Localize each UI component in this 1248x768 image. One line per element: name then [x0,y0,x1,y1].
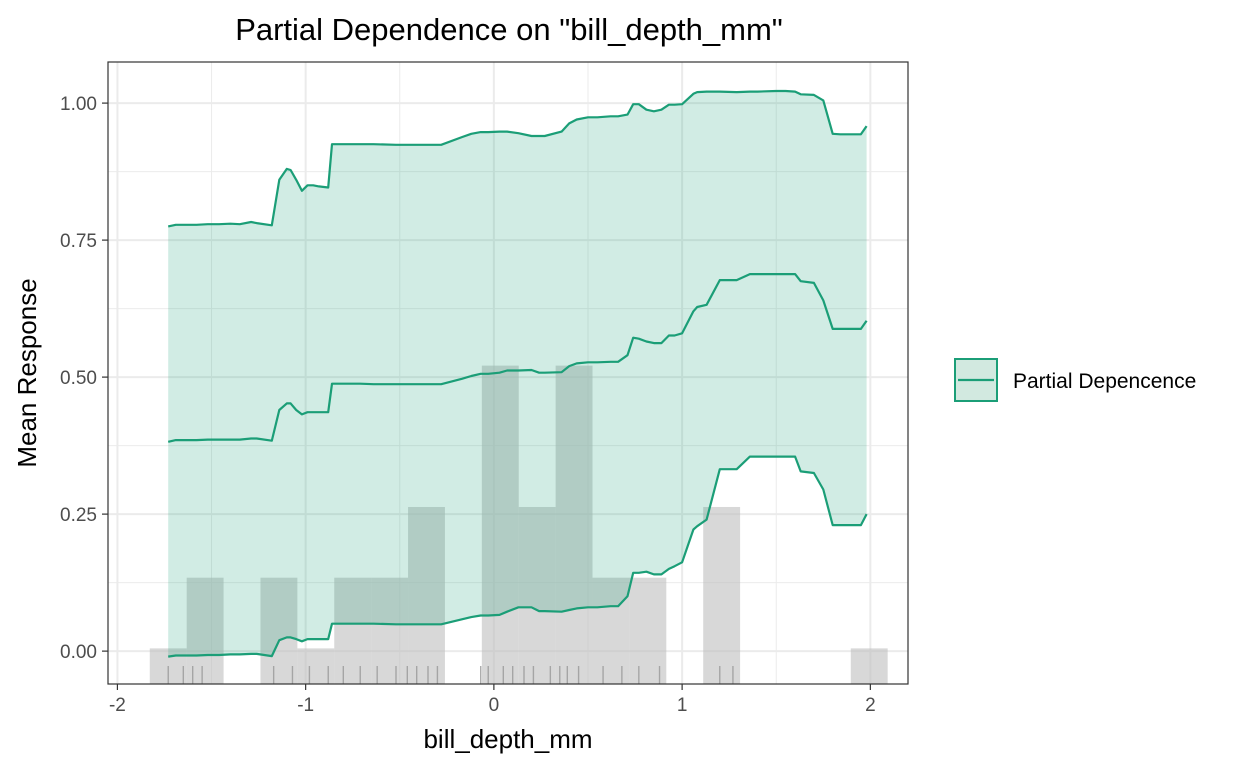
histogram-bar [629,577,667,684]
histogram-bar [518,506,556,684]
histogram-bar [481,365,519,684]
y-tick-label: 1.00 [60,94,97,115]
y-tick-label: 0.25 [60,505,97,526]
y-tick-label: 0.50 [60,368,97,389]
histogram-bar [334,577,372,684]
confidence-band-area [168,91,867,657]
series-line-mean [167,273,868,443]
y-tick-label: 0.00 [60,642,97,663]
x-tick-label: 2 [865,695,876,716]
x-tick-label: 0 [489,695,500,716]
histogram-bar [850,648,888,684]
x-axis-title: bill_depth_mm [423,724,592,754]
histogram-bar [408,506,445,684]
x-tick-label: 1 [677,695,688,716]
x-tick-label: -1 [297,695,314,716]
y-tick-label: 0.75 [60,231,97,252]
chart-title: Partial Dependence on "bill_depth_mm" [235,12,783,47]
x-axis: -2 -1 0 1 2 [109,684,876,716]
series-line-lower [168,455,868,658]
histogram-bar [555,365,593,684]
plot-border [107,61,909,685]
histogram-bar [703,506,741,684]
rug-marks [167,666,734,684]
confidence-band [168,91,867,657]
x-tick-label: -2 [109,695,126,716]
histogram-bar [592,577,630,684]
plot-area [107,61,909,685]
y-axis-title: Mean Response [12,278,42,467]
legend-label: Partial Depencence [1013,370,1196,393]
histogram-bar [260,577,298,684]
y-axis: 0.00 0.25 0.50 0.75 1.00 [60,94,108,663]
legend: Partial Depencence [954,358,1196,402]
series-lines [167,89,868,658]
series-line-upper [167,89,868,228]
